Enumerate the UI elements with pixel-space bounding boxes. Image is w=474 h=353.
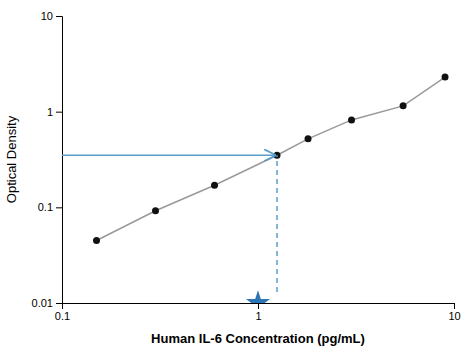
tick-mark xyxy=(258,303,259,309)
tick-mark xyxy=(56,303,62,304)
tick: 10 xyxy=(41,10,62,22)
plot: 0.11100.010.1110 xyxy=(32,10,461,322)
point xyxy=(305,135,312,142)
tick-label: 0.1 xyxy=(38,201,53,213)
tick-mark xyxy=(454,303,455,309)
point xyxy=(152,207,159,214)
tick-mark xyxy=(56,112,62,113)
y-axis-line xyxy=(56,17,63,304)
tick: 1 xyxy=(255,303,261,322)
point xyxy=(93,237,100,244)
tick-mark xyxy=(56,16,62,17)
tick-label: 0.1 xyxy=(55,310,70,322)
x-axis-title: Human IL-6 Concentration (pg/mL) xyxy=(151,331,365,346)
tick: 10 xyxy=(448,303,460,322)
tick-mark xyxy=(56,207,62,208)
tick-label: 10 xyxy=(448,310,460,322)
y-axis: 0.01 0.1 1 10 xyxy=(32,10,63,309)
tick-label: 10 xyxy=(41,10,53,22)
tick: 1 xyxy=(47,106,62,118)
x-axis: 0.1 1 10 xyxy=(55,303,461,322)
arrow xyxy=(62,155,275,157)
tick: 0.01 xyxy=(32,297,62,309)
marks xyxy=(62,74,449,303)
y-axis-title: Optical Density xyxy=(4,115,19,203)
tick: 0.1 xyxy=(55,303,70,322)
line xyxy=(97,77,446,240)
tick: 0.1 xyxy=(38,201,62,213)
tick-label: 1 xyxy=(255,310,261,322)
point xyxy=(400,102,407,109)
dashed-line xyxy=(276,155,278,292)
point xyxy=(211,182,218,189)
x-axis-line xyxy=(63,304,455,310)
point xyxy=(442,74,449,81)
point xyxy=(348,116,355,123)
tick-label: 0.01 xyxy=(32,297,53,309)
star-marker xyxy=(246,290,270,303)
chart: 0.11100.010.1110Human IL-6 Concentration… xyxy=(0,0,474,353)
tick-label: 1 xyxy=(47,106,53,118)
